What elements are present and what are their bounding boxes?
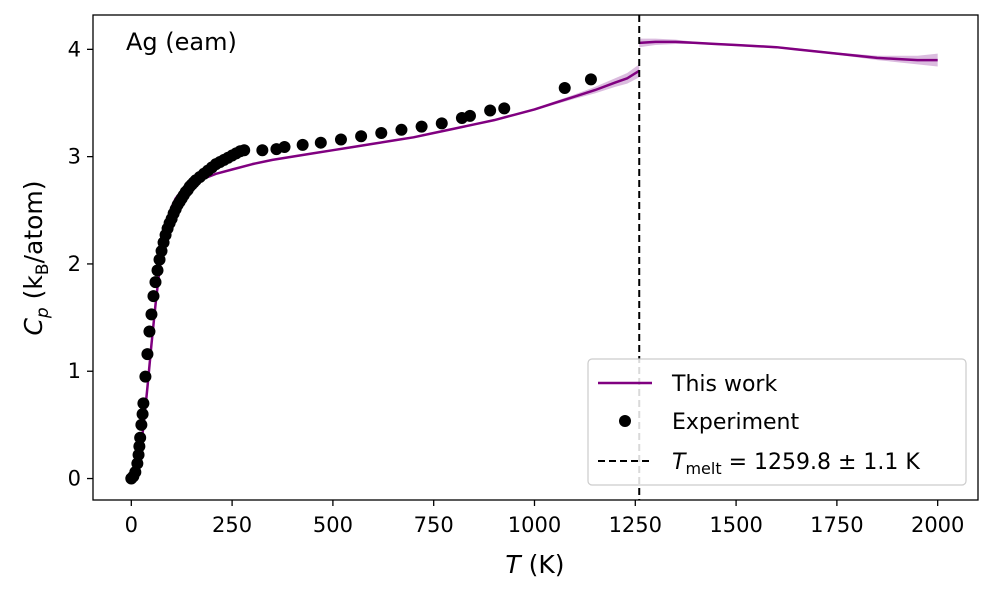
legend: This work Experiment Tmelt = 1259.8 ± 1.… [587,358,967,486]
y-tick-label: 2 [68,252,81,276]
x-tick-label: 0 [125,513,138,537]
plot-frame [92,14,979,501]
experiment-point [558,81,571,94]
experiment-point [296,138,309,151]
experiment-point [314,136,327,149]
experiment-point [137,397,150,410]
x-tick-label: 1250 [609,513,662,537]
legend-melt-subscript: melt [685,459,721,478]
experiment-point [375,127,388,140]
plot-layer [125,15,938,500]
x-tick-label: 500 [313,513,353,537]
experiment-point [147,290,160,303]
experiment-point [334,133,347,146]
y-axis-title-unit-sub: B [33,263,53,275]
experiment-point [135,418,148,431]
experiment-point [463,109,476,122]
experiment-point [484,104,497,117]
y-axis-title: Cp (kB/atom) [19,180,53,335]
experiment-point [139,370,152,383]
chart-annotation: Ag (eam) [126,28,237,56]
y-axis-title-unit-open: (k [19,275,48,308]
experiment-point [355,130,368,143]
experiment-point [435,117,448,130]
experiment-point [238,144,251,157]
legend-melt-value: = 1259.8 ± 1.1 K [722,450,921,475]
experiment-point [136,408,149,421]
y-axis-title-symbol: C [19,318,48,336]
x-axis-title: T (K) [505,550,564,579]
legend-label-experiment: Experiment [672,410,799,435]
experiment-point [151,264,164,277]
experiment-point [145,308,158,321]
experiment-point [143,325,156,338]
y-tick-label: 0 [68,467,81,491]
x-tick-label: 1500 [709,513,762,537]
experiment-point [278,140,291,153]
y-axis-title-unit-close: /atom) [19,180,48,263]
x-tick-label: 1750 [810,513,863,537]
y-tick-label: 3 [68,145,81,169]
x-axis-title-unit: (K) [521,550,565,579]
experiment-point [134,431,147,444]
x-tick-label: 250 [212,513,252,537]
experiment-point [141,348,154,361]
legend-swatch-experiment [619,415,631,427]
legend-label-this-work: This work [671,372,777,397]
legend-label-melt: Tmelt = 1259.8 ± 1.1 K [672,450,920,478]
y-tick-label: 4 [68,37,81,61]
legend-box [587,358,967,486]
y-axis-title-subscript: p [33,307,53,319]
experiment-point [584,73,597,86]
experiment-point [415,120,428,133]
legend-melt-symbol: T [672,450,687,475]
experiment-point [256,144,269,157]
x-tick-label: 750 [414,513,454,537]
x-tick-label: 1000 [508,513,561,537]
y-tick-label: 1 [68,359,81,383]
x-axis-title-symbol: T [505,550,522,579]
axis-layer: 0 250 500 750 1000 1250 1500 1750 2000 0 1 2 3 4 [68,37,965,537]
experiment-point [149,276,162,289]
experiment-point [395,123,408,136]
x-tick-label: 2000 [911,513,964,537]
this-work-line-liquid [639,40,938,62]
experiment-point [498,102,511,115]
